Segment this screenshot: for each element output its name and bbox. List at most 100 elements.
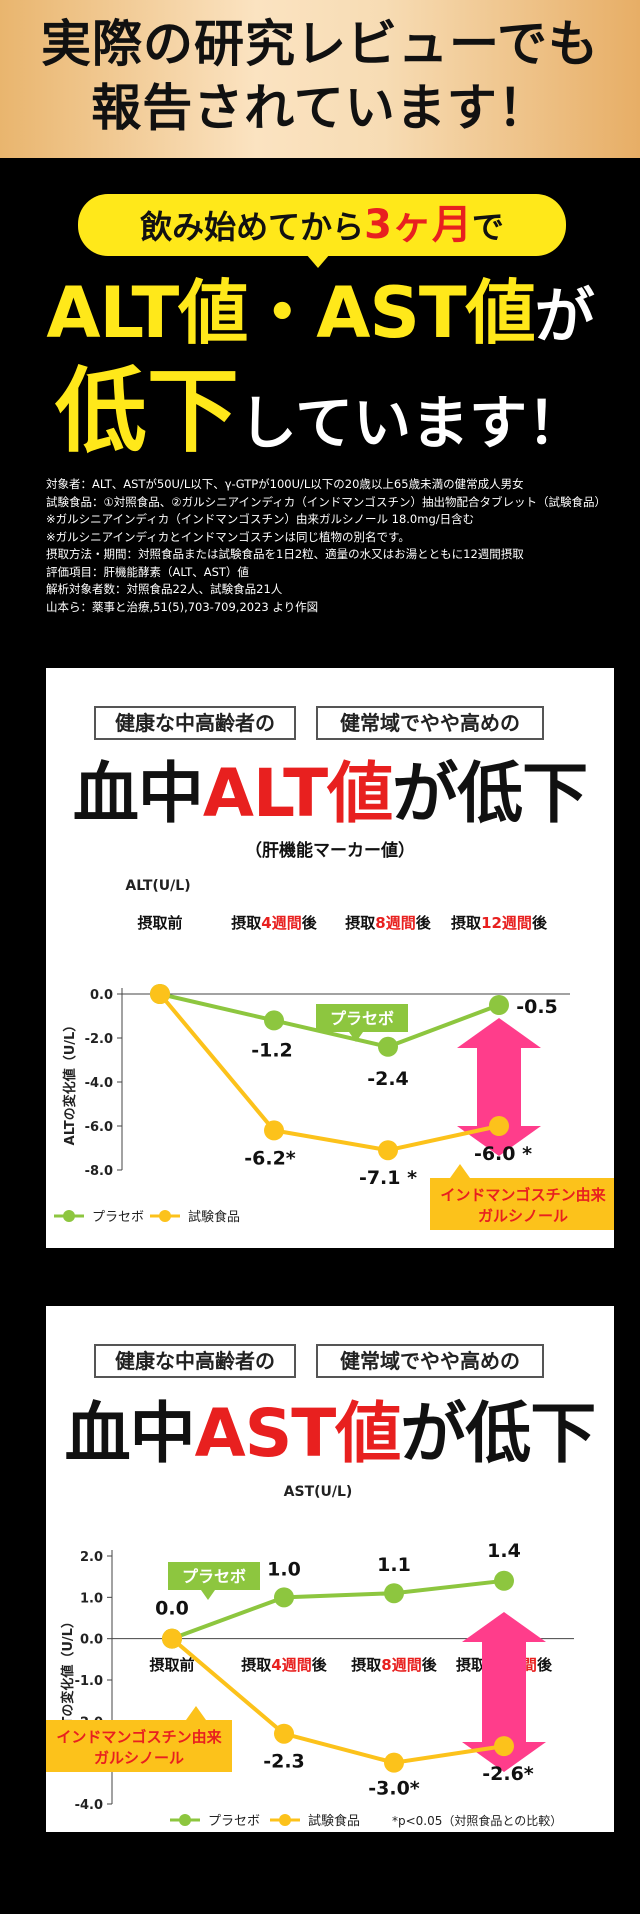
data-label: -7.1 *	[359, 1167, 417, 1189]
panel1-title-red: ALT値	[202, 755, 393, 832]
placebo-series-line	[171, 1578, 505, 1641]
placebo-series-point	[384, 1583, 404, 1604]
data-label: 1.4	[487, 1540, 521, 1562]
data-label: -6.2*	[244, 1147, 296, 1169]
panel2-tag1: 健康な中高齢者の	[94, 1344, 296, 1378]
test-tag-box	[430, 1178, 614, 1230]
test-tag-tail	[450, 1164, 470, 1178]
x-tick-label: 摂取8週間後	[351, 1656, 437, 1674]
difference-arrow	[457, 1018, 541, 1156]
test-series-line	[170, 1637, 505, 1765]
legend-marker	[159, 1210, 171, 1222]
test-series-point	[274, 1723, 294, 1744]
placebo-tag-tail	[201, 1590, 215, 1600]
note-line: 解析対象者数：対照食品22人、試験食品21人	[46, 582, 283, 596]
data-label: 0.0	[155, 1598, 189, 1620]
data-label: -1.2	[251, 1039, 293, 1061]
banner-line2: 報告されています！	[91, 79, 549, 137]
test-tag-box	[46, 1720, 232, 1772]
test-series-point	[384, 1752, 404, 1773]
headline-part1: ALT値・AST値	[46, 272, 535, 354]
speech-bubble: 飲み始めてから3ヶ月で	[78, 194, 566, 256]
test-series-point	[150, 984, 170, 1004]
x-tick-label: 摂取4週間後	[231, 914, 317, 932]
alt-line-chart: ALT(U/L) ALTの変化値（U/L） 0.0 -2.0 -4.0 -6.0 -8.0 摂…	[54, 878, 614, 1230]
legend-marker	[279, 1814, 291, 1826]
y-tick-label: 0.0	[80, 1633, 103, 1648]
panel1-subtitle: （肝機能マーカー値）	[245, 841, 415, 861]
placebo-series-line	[159, 992, 500, 1049]
placebo-tag-label: プラセボ	[330, 1009, 394, 1028]
ast-line-chart: AST(U/L)ASTの変化値（U/L）2.01.00.0-1.0-2.0-3.…	[46, 1484, 574, 1829]
legend-marker	[63, 1210, 75, 1222]
panel2-tag2: 健常域でやや高めの	[316, 1344, 544, 1378]
data-label: -2.4	[367, 1068, 409, 1090]
note-line: 試験食品：①対照食品、②ガルシニアインディカ（インドマンゴスチン）抽出物配合タブ…	[46, 494, 606, 509]
headline-part4: しています！	[238, 389, 586, 457]
speech-bubble-tail	[306, 254, 330, 268]
test-series-point	[162, 1628, 182, 1649]
test-series-point	[264, 1120, 284, 1141]
study-notes: 対象者：ALT、ASTが50U/L以下、γ-GTPが100U/L以下の20歳以上…	[46, 476, 616, 616]
legend-label: プラセボ	[92, 1210, 144, 1225]
bubble-red: 3ヶ月	[364, 202, 472, 248]
test-series-point	[494, 1736, 514, 1757]
placebo-series-point	[494, 1570, 514, 1591]
chart-unit-label: ALT(U/L)	[125, 878, 190, 894]
x-tick-label: 摂取8週間後	[345, 914, 431, 932]
panel2-title-pre: 血中	[64, 1395, 196, 1472]
headline-part2: が	[534, 282, 595, 352]
y-tick-label: 2.0	[80, 1550, 103, 1565]
legend-label: 試験食品	[308, 1813, 360, 1829]
top-banner: 実際の研究レビューでも 報告されています！	[0, 0, 640, 158]
headline-part3: 低下	[54, 358, 239, 465]
test-tag-tail	[186, 1706, 206, 1720]
y-tick-label: 0.0	[90, 988, 113, 1003]
x-tick-label: 摂取前	[137, 914, 182, 932]
placebo-tag-label: プラセボ	[182, 1567, 246, 1586]
legend-label: 試験食品	[188, 1209, 240, 1225]
data-label: 1.1	[377, 1554, 411, 1576]
test-series-line	[158, 992, 500, 1153]
data-label: 1.0	[267, 1558, 301, 1580]
x-tick-label: 摂取4週間後	[241, 1656, 327, 1674]
y-tick-label: -2.0	[85, 1032, 113, 1047]
y-tick-label: -1.0	[75, 1674, 103, 1689]
placebo-series-point	[489, 995, 509, 1015]
test-series-point	[378, 1140, 398, 1161]
panel2-title-post: が低下	[400, 1395, 596, 1472]
test-tag-line2: ガルシノール	[478, 1207, 568, 1225]
placebo-tag-box	[316, 1004, 408, 1032]
x-tick-label: 摂取前	[149, 1656, 194, 1674]
data-label: -2.6*	[482, 1763, 534, 1785]
y-axis-label: ALTの変化値（U/L）	[62, 1019, 78, 1146]
panel1-title: 血中ALT値が低下	[46, 754, 614, 834]
test-tag-line1: インドマンゴスチン由来	[440, 1186, 606, 1204]
placebo-series-point	[274, 1587, 294, 1608]
placebo-tag-tail	[349, 1032, 363, 1042]
y-axis-label: ASTの変化値（U/L）	[60, 1615, 76, 1745]
y-tick-label: -6.0	[85, 1120, 113, 1135]
bubble-post: で	[471, 208, 504, 246]
data-label: -0.5	[516, 996, 558, 1018]
data-label: -2.3	[263, 1751, 305, 1773]
test-tag-line1: インドマンゴスチン由来	[56, 1728, 222, 1746]
note-line: 山本ら：薬事と治療,51(5),703-709,2023 より作図	[46, 599, 319, 614]
ast-chart-panel: 健康な中高齢者の 健常域でやや高めの 血中AST値が低下 AST(U/L) AST…	[46, 1306, 614, 1832]
y-tick-label: -4.0	[75, 1798, 103, 1813]
note-line: ※ガルシニアインディカ（インドマンゴスチン）由来ガルシノール 18.0mg/日含…	[46, 512, 475, 526]
legend-marker	[179, 1814, 191, 1826]
data-label: -3.0*	[368, 1778, 420, 1800]
placebo-tag-box	[168, 1562, 260, 1590]
x-tick-label: 摂取12週間後	[451, 914, 548, 932]
y-tick-label: -4.0	[85, 1076, 113, 1091]
note-line: 摂取方法・期間：対照食品または試験食品を1日2粒、適量の水又はお湯とともに12週…	[46, 547, 524, 561]
difference-arrow	[462, 1612, 546, 1772]
y-tick-label: -8.0	[85, 1164, 113, 1179]
y-tick-label: 1.0	[80, 1591, 103, 1606]
panel1-title-pre: 血中	[72, 755, 204, 832]
headline-line2: 低下しています！	[0, 362, 640, 473]
test-series-point	[489, 1116, 509, 1136]
note-line: 評価項目：肝機能酵素（ALT、AST）値	[46, 564, 249, 579]
panel2-title: 血中AST値が低下	[46, 1394, 614, 1474]
